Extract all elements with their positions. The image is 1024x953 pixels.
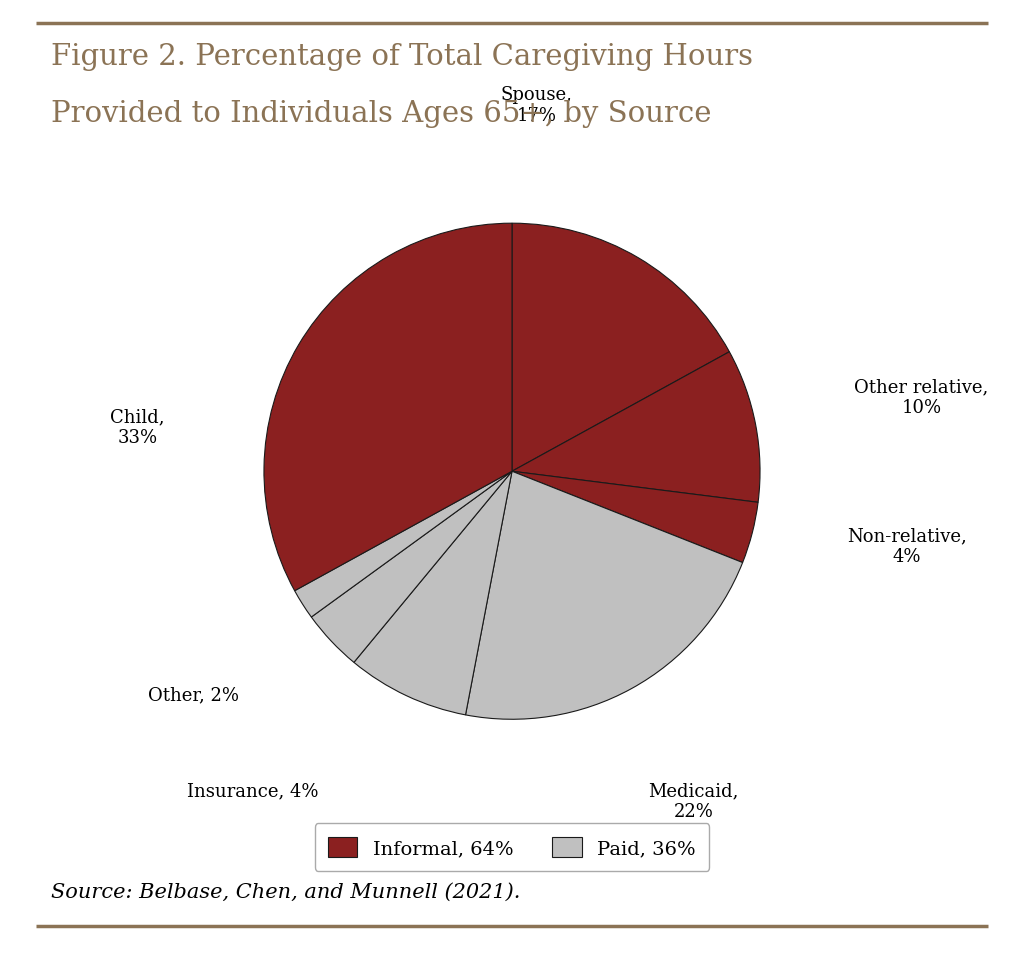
Wedge shape <box>354 472 512 715</box>
Text: Out-of-pocket,
8%: Out-of-pocket, 8% <box>353 823 482 862</box>
Text: Non-relative,
4%: Non-relative, 4% <box>847 527 967 565</box>
Wedge shape <box>311 472 512 662</box>
Wedge shape <box>264 224 512 591</box>
Wedge shape <box>512 224 729 472</box>
Text: Provided to Individuals Ages 65+, by Source: Provided to Individuals Ages 65+, by Sou… <box>51 100 712 128</box>
Text: Spouse,
17%: Spouse, 17% <box>501 86 572 125</box>
Text: Medicaid,
22%: Medicaid, 22% <box>648 781 738 821</box>
Wedge shape <box>466 472 742 720</box>
Text: Figure 2. Percentage of Total Caregiving Hours: Figure 2. Percentage of Total Caregiving… <box>51 43 754 71</box>
Wedge shape <box>512 353 760 503</box>
Text: Source: Belbase, Chen, and Munnell (2021).: Source: Belbase, Chen, and Munnell (2021… <box>51 882 520 901</box>
Text: Child,
33%: Child, 33% <box>111 408 165 447</box>
Text: Insurance, 4%: Insurance, 4% <box>187 781 318 800</box>
Legend: Informal, 64%, Paid, 36%: Informal, 64%, Paid, 36% <box>314 823 710 871</box>
Text: Other relative,
10%: Other relative, 10% <box>854 378 988 416</box>
Wedge shape <box>295 472 512 618</box>
Text: Other, 2%: Other, 2% <box>148 686 240 703</box>
Wedge shape <box>512 472 758 563</box>
